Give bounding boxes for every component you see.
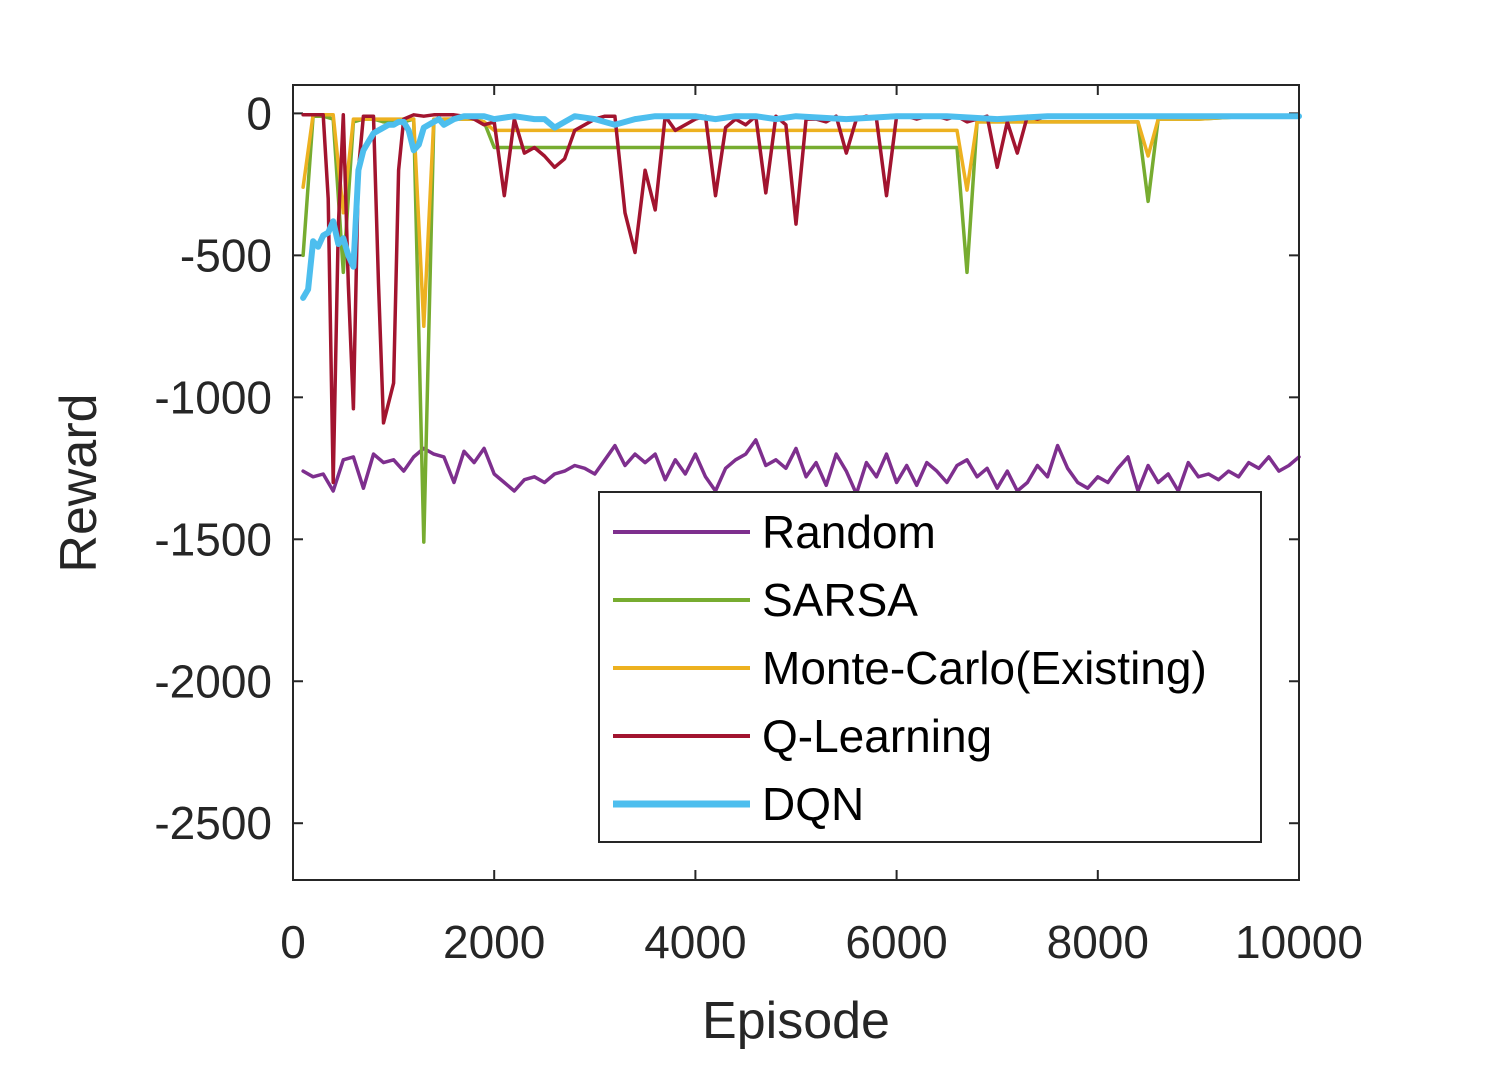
- legend-label: Q-Learning: [762, 710, 992, 762]
- x-axis-ticks: 0 2000 4000 6000 8000 10000: [280, 85, 1363, 968]
- y-axis-title: Reward: [50, 393, 108, 572]
- legend-label: DQN: [762, 778, 864, 830]
- x-tick-label: 6000: [845, 916, 947, 968]
- series-lines: [300, 113, 1302, 544]
- legend-label: Monte-Carlo(Existing): [762, 642, 1207, 694]
- plot-frame: [292, 84, 1300, 881]
- y-axis-ticks: 0 -500 -1000 -1500 -2000 -2500: [154, 87, 1299, 849]
- series-line-dqn: [300, 113, 1302, 301]
- legend: Random SARSA Monte-Carlo(Existing) Q-Learni…: [598, 491, 1262, 843]
- x-tick-label: 2000: [443, 916, 545, 968]
- x-tick-label: 0: [280, 916, 306, 968]
- y-tick-label: -2000: [154, 655, 272, 707]
- y-tick-label: -500: [180, 229, 272, 281]
- y-tick-label: -2500: [154, 797, 272, 849]
- y-tick-label: -1500: [154, 513, 272, 565]
- x-tick-label: 8000: [1047, 916, 1149, 968]
- y-tick-label: 0: [246, 87, 272, 139]
- series-line-random: [301, 438, 1301, 496]
- x-tick-label: 10000: [1235, 916, 1363, 968]
- x-tick-label: 4000: [644, 916, 746, 968]
- y-tick-label: -1000: [154, 371, 272, 423]
- x-axis-title: Episode: [702, 992, 890, 1050]
- legend-label: SARSA: [762, 574, 918, 626]
- legend-label: Random: [762, 506, 936, 558]
